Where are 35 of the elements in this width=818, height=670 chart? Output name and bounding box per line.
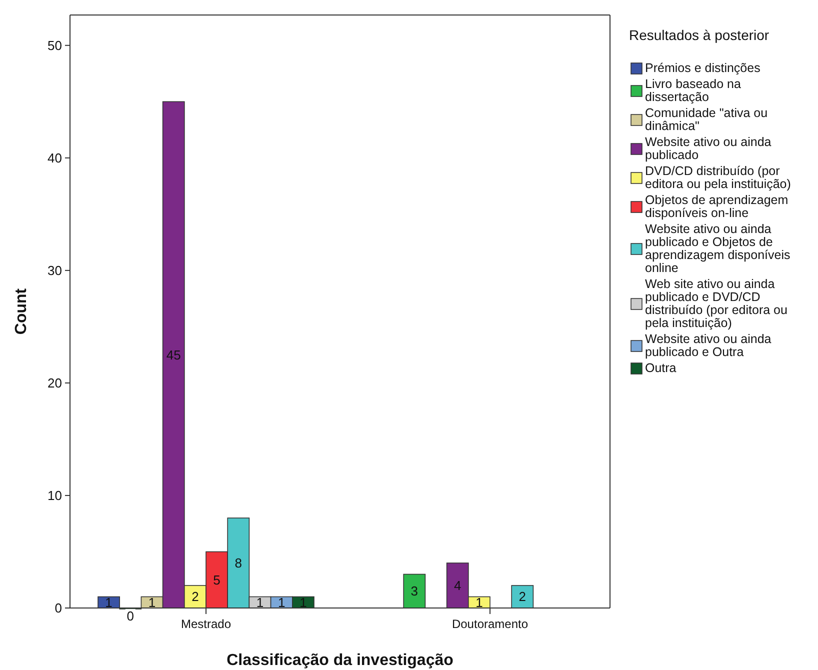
y-tick-label: 0 [54,600,62,616]
data-label: 1 [300,594,307,610]
y-tick-label: 40 [48,150,62,166]
data-label: 8 [234,555,242,570]
data-label: 4 [454,578,462,593]
legend-label: Website ativo ou ainda publicado [645,135,772,162]
legend-label: Livro baseado na dissertação [645,77,741,104]
data-label: 1 [278,594,286,610]
legend-label: Web site ativo ou ainda publicado e DVD/CD distribuído (por editora ou pela instituição) [645,277,788,330]
y-axis-title: Count [13,288,30,335]
x-tick-label: Doutoramento [452,617,528,631]
legend-title: Resultados à posterior [629,27,770,43]
data-label: 1 [256,594,264,610]
legend-label: Prémios e distinções [645,61,760,75]
legend-label: Comunidade "ativa ou dinâmica" [645,106,768,133]
data-label: 2 [192,589,199,604]
x-axis-title: Classificação da investigação [226,652,454,669]
x-tick-label: Mestrado [180,617,232,631]
legend-label: Outra [645,361,676,375]
data-label: 1 [476,594,483,610]
data-label: 0 [126,608,134,624]
data-label: 1 [148,594,156,610]
data-label: 5 [213,572,220,588]
data-label: 45 [166,347,181,362]
y-tick-label: 20 [48,375,62,390]
legend-label: Website ativo ou ainda publicado e Objetos de aprendizagem disponíveis online [645,222,790,275]
legend-label: Objetos de aprendizagem disponíveis on-line [645,193,788,220]
y-tick-label: 50 [48,38,62,53]
data-label: 3 [410,584,418,599]
data-label: 2 [518,589,526,604]
legend-label: Website ativo ou ainda publicado e Outra [645,332,772,359]
y-tick-label: 30 [48,262,62,278]
data-label: 1 [105,594,112,610]
legend-label: DVD/CD distribuído (por editora ou pela instituição) [645,164,791,191]
y-tick-label: 10 [48,488,62,503]
